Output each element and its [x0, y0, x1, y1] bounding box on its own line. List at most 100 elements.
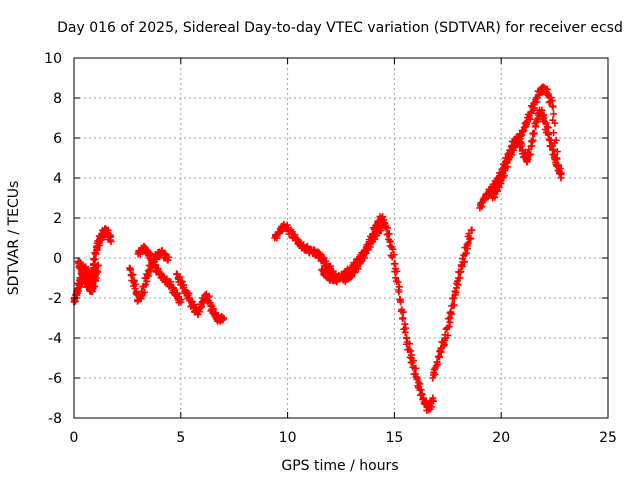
y-tick-label: 10	[44, 51, 62, 67]
y-axis-label: SDTVAR / TECUs	[6, 181, 22, 296]
data-point	[408, 359, 416, 367]
x-tick-label: 0	[70, 430, 79, 446]
data-point	[536, 108, 544, 116]
data-point	[550, 110, 558, 118]
data-point	[418, 390, 426, 398]
data-point	[323, 260, 331, 268]
data-point	[416, 380, 424, 388]
x-tick-label: 5	[176, 430, 185, 446]
data-point	[529, 136, 537, 144]
data-point	[413, 374, 421, 382]
data-point	[176, 273, 184, 281]
y-tick-label: 0	[53, 251, 62, 267]
data-point	[467, 226, 475, 234]
data-point	[106, 236, 114, 244]
data-point	[283, 224, 291, 232]
data-point	[544, 124, 552, 132]
series-track-i	[429, 226, 476, 382]
data-points	[70, 83, 565, 414]
series-track-f	[271, 220, 339, 280]
data-point	[528, 138, 536, 146]
series-track-d	[134, 242, 185, 307]
data-point	[429, 394, 437, 402]
data-point	[401, 328, 409, 336]
data-point	[530, 129, 538, 137]
data-point	[444, 331, 452, 339]
data-point	[397, 298, 405, 306]
data-point	[353, 263, 361, 271]
data-point	[378, 222, 386, 230]
x-tick-label: 25	[599, 430, 617, 446]
data-point	[550, 129, 558, 137]
data-point	[552, 158, 560, 166]
data-point	[525, 146, 533, 154]
data-point	[522, 119, 530, 127]
data-point	[389, 245, 397, 253]
data-point	[392, 277, 400, 285]
data-point	[390, 260, 398, 268]
data-point	[459, 255, 467, 263]
data-point	[205, 297, 213, 305]
data-point	[443, 324, 451, 332]
data-point	[392, 274, 400, 282]
data-point	[208, 305, 216, 313]
data-point	[549, 150, 557, 158]
data-point	[553, 148, 561, 156]
series-track-g	[318, 213, 437, 414]
data-point	[464, 239, 472, 247]
data-point	[369, 233, 377, 241]
chart-title: Day 016 of 2025, Sidereal Day-to-day VTE…	[57, 20, 623, 36]
series-track-h	[339, 221, 386, 286]
data-point	[527, 150, 535, 158]
x-tick-label: 15	[385, 430, 403, 446]
data-point	[177, 298, 185, 306]
data-point	[382, 224, 390, 232]
data-point	[447, 308, 455, 316]
data-point	[141, 288, 149, 296]
data-point	[503, 158, 511, 166]
y-tick-label: -6	[48, 371, 62, 387]
data-point	[547, 142, 555, 150]
data-point	[395, 288, 403, 296]
data-point	[388, 253, 396, 261]
data-point	[93, 262, 101, 270]
y-tick-label: -8	[48, 411, 62, 427]
data-point	[405, 340, 413, 348]
data-point	[373, 229, 381, 237]
x-tick-label: 10	[279, 430, 297, 446]
data-point	[463, 249, 471, 257]
data-point	[91, 272, 99, 280]
y-tick-label: 2	[53, 211, 62, 227]
data-point	[431, 364, 439, 372]
data-point	[129, 271, 137, 279]
data-point	[166, 280, 174, 288]
y-tick-label: -2	[48, 291, 62, 307]
data-point	[393, 267, 401, 275]
data-point	[456, 268, 464, 276]
data-point	[399, 315, 407, 323]
data-point	[523, 156, 531, 164]
data-point	[467, 234, 475, 242]
data-point	[405, 346, 413, 354]
data-point	[465, 230, 473, 238]
data-point	[220, 314, 228, 322]
x-axis-label: GPS time / hours	[281, 458, 398, 474]
data-point	[169, 286, 177, 294]
data-point	[90, 256, 98, 264]
y-tick-label: -4	[48, 331, 62, 347]
data-point	[540, 118, 548, 126]
axis-ticks: 0 5 10 15 20 25 -8 -6 -4 -2 0 2 4 6 8 10	[44, 51, 617, 446]
series-track-k	[489, 106, 565, 202]
data-point	[164, 256, 172, 264]
data-point	[140, 282, 148, 290]
series-track-e	[173, 270, 228, 325]
x-tick-label: 20	[492, 430, 510, 446]
series-track-b	[74, 257, 102, 296]
y-tick-label: 4	[53, 171, 62, 187]
data-point	[533, 94, 541, 102]
data-point	[517, 142, 525, 150]
data-point	[433, 358, 441, 366]
data-point	[450, 294, 458, 302]
data-point	[143, 271, 151, 279]
